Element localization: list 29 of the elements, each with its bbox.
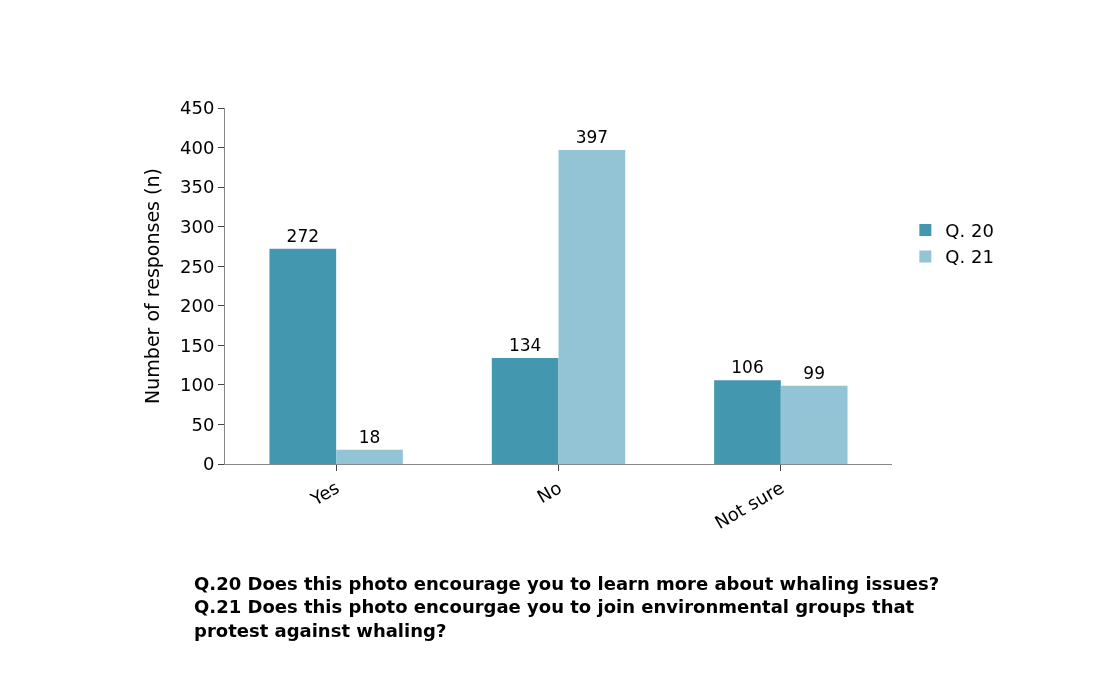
data-label: 272 [286, 225, 320, 246]
data-label: 99 [803, 362, 825, 383]
y-axis-title: Number of responses (n) [140, 168, 163, 404]
legend-label: Q. 21 [945, 246, 994, 268]
bar [558, 149, 626, 464]
data-label: 18 [358, 426, 381, 447]
y-tick-label: 150 [180, 334, 215, 356]
x-tick-label: Not sure [710, 476, 788, 533]
bar [269, 248, 337, 464]
data-label: 106 [731, 357, 764, 378]
bar [491, 357, 559, 464]
text: Q.20 Does this photo encourage you to learn more about whaling issues? Q.21 Does this photo encourgae you to join environmental groups that protest against whaling? [194, 573, 940, 641]
y-tick-label: 100 [180, 374, 215, 396]
y-tick-label: 250 [180, 255, 215, 277]
x-tick-label: No [533, 476, 565, 508]
bar [336, 449, 403, 464]
legend-label: Q. 20 [945, 220, 994, 241]
y-tick-label: 300 [180, 215, 215, 237]
bar [780, 385, 848, 464]
y-tick-label: 350 [180, 176, 215, 198]
y-tick-label: 450 [180, 97, 215, 119]
data-label: 134 [508, 334, 542, 355]
y-tick-label: 50 [191, 413, 215, 435]
y-tick-label: 200 [180, 295, 215, 317]
data-label: 397 [575, 126, 609, 147]
x-tick-label: Yes [306, 476, 343, 510]
y-tick-label: 400 [180, 136, 215, 158]
y-tick-label: 0 [202, 453, 215, 475]
bar [714, 380, 781, 464]
